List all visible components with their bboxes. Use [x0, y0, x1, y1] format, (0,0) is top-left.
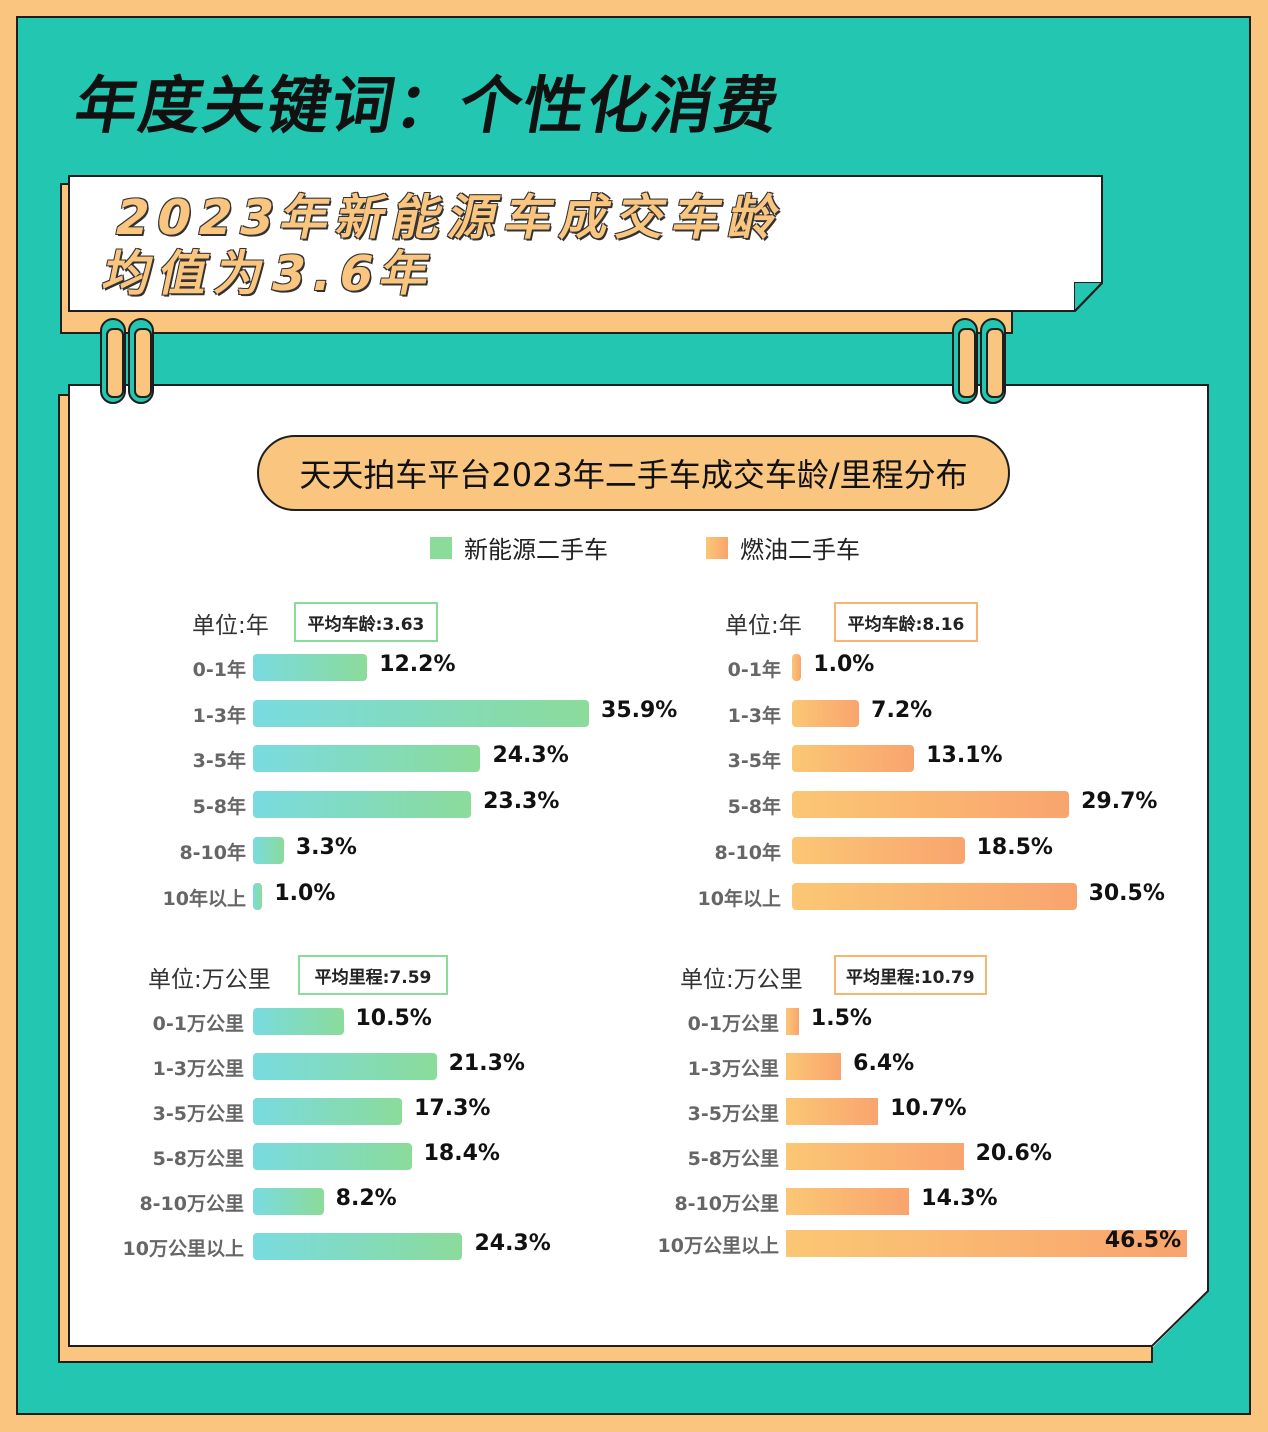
- category-label: 1-3年: [192, 705, 246, 727]
- value-label: 23.3%: [483, 789, 560, 814]
- unit-label: 单位:年: [725, 613, 802, 639]
- bar: [792, 700, 860, 727]
- value-label: 8.2%: [335, 1186, 397, 1211]
- value-label: 18.4%: [423, 1141, 500, 1166]
- value-label: 24.3%: [492, 743, 569, 768]
- value-label: 7.2%: [871, 698, 933, 723]
- bar: [792, 883, 1077, 910]
- binder-clip-icon: [980, 318, 1006, 404]
- category-label: 0-1万公里: [687, 1013, 779, 1035]
- value-label: 35.9%: [601, 698, 678, 723]
- value-label: 12.2%: [379, 652, 456, 677]
- average-badge: 平均车龄:3.63: [294, 602, 438, 642]
- category-label: 3-5万公里: [152, 1103, 244, 1125]
- unit-label: 单位:万公里: [148, 967, 271, 993]
- legend-swatch-ev: [430, 536, 452, 559]
- category-label: 8-10万公里: [674, 1193, 779, 1215]
- headline-line-1: 2023年新能源车成交车龄: [110, 190, 792, 246]
- category-label: 3-5年: [192, 750, 246, 772]
- legend-item-ev: 新能源二手车: [430, 530, 608, 565]
- value-label: 46.5%: [1104, 1228, 1182, 1253]
- value-label: 1.5%: [810, 1006, 872, 1031]
- bar: [253, 700, 590, 727]
- category-label: 0-1年: [192, 659, 246, 681]
- value-label: 1.0%: [274, 881, 336, 906]
- bar: [792, 745, 915, 772]
- category-label: 3-5万公里: [687, 1103, 779, 1125]
- value-label: 20.6%: [975, 1141, 1052, 1166]
- value-label: 3.3%: [295, 835, 357, 860]
- category-label: 5-8年: [192, 796, 246, 818]
- chart-title: 天天拍车平台2023年二手车成交车龄/里程分布: [257, 435, 1010, 511]
- value-label: 29.7%: [1081, 789, 1158, 814]
- average-badge: 平均里程:7.59: [298, 955, 448, 995]
- value-label: 10.7%: [890, 1096, 967, 1121]
- bar: [253, 837, 284, 864]
- unit-label: 单位:年: [192, 613, 269, 639]
- unit-label: 单位:万公里: [680, 967, 803, 993]
- category-label: 1-3万公里: [152, 1058, 244, 1080]
- bar: [253, 1188, 324, 1215]
- average-badge: 平均车龄:8.16: [834, 602, 978, 642]
- value-label: 13.1%: [926, 743, 1003, 768]
- value-label: 17.3%: [414, 1096, 491, 1121]
- bar: [253, 1143, 412, 1170]
- page-title: 年度关键词：个性化消费: [69, 69, 787, 142]
- bar: [792, 791, 1070, 818]
- bar: [253, 883, 263, 910]
- headline-banner: [68, 175, 1103, 312]
- bar: [253, 791, 472, 818]
- value-label: 10.5%: [355, 1006, 432, 1031]
- bar: [786, 1188, 910, 1215]
- category-label: 10年以上: [162, 888, 246, 910]
- headline-line-2: 均值为3.6年: [98, 246, 444, 302]
- value-label: 30.5%: [1088, 881, 1165, 906]
- legend-label-ev: 新能源二手车: [464, 536, 608, 564]
- bar: [786, 1143, 964, 1170]
- category-label: 1-3万公里: [687, 1058, 779, 1080]
- average-badge: 平均里程:10.79: [834, 955, 987, 995]
- bar: [253, 1233, 463, 1260]
- headline-text: 2023年新能源车成交车龄 均值为3.6年: [98, 190, 791, 302]
- category-label: 10年以上: [697, 888, 781, 910]
- bar: [253, 654, 368, 681]
- bar: [253, 1053, 437, 1080]
- bar: [253, 745, 481, 772]
- value-label: 21.3%: [448, 1051, 525, 1076]
- value-label: 18.5%: [976, 835, 1053, 860]
- value-label: 24.3%: [474, 1231, 551, 1256]
- category-label: 5-8年: [727, 796, 781, 818]
- category-label: 5-8万公里: [687, 1148, 779, 1170]
- category-label: 8-10万公里: [139, 1193, 244, 1215]
- legend-label-fuel: 燃油二手车: [740, 536, 860, 564]
- category-label: 8-10年: [714, 842, 781, 864]
- folded-corner-icon: [1074, 282, 1103, 312]
- binder-clip-icon: [128, 318, 154, 404]
- category-label: 5-8万公里: [152, 1148, 244, 1170]
- bar: [253, 1008, 344, 1035]
- category-label: 10万公里以上: [122, 1238, 244, 1260]
- bar: [792, 654, 802, 681]
- bar: [253, 1098, 403, 1125]
- category-label: 0-1万公里: [152, 1013, 244, 1035]
- category-label: 8-10年: [179, 842, 246, 864]
- legend-item-fuel: 燃油二手车: [706, 530, 860, 565]
- bar: [792, 837, 965, 864]
- binder-clip-icon: [100, 318, 126, 404]
- category-label: 3-5年: [727, 750, 781, 772]
- category-label: 0-1年: [727, 659, 781, 681]
- bar: [786, 1008, 799, 1035]
- bar: [786, 1230, 1187, 1257]
- binder-clip-icon: [952, 318, 978, 404]
- category-label: 10万公里以上: [657, 1235, 779, 1257]
- bar: [786, 1098, 879, 1125]
- bar: [786, 1053, 842, 1080]
- value-label: 6.4%: [853, 1051, 915, 1076]
- value-label: 1.0%: [813, 652, 875, 677]
- category-label: 1-3年: [727, 705, 781, 727]
- legend-swatch-fuel: [706, 536, 728, 559]
- value-label: 14.3%: [921, 1186, 998, 1211]
